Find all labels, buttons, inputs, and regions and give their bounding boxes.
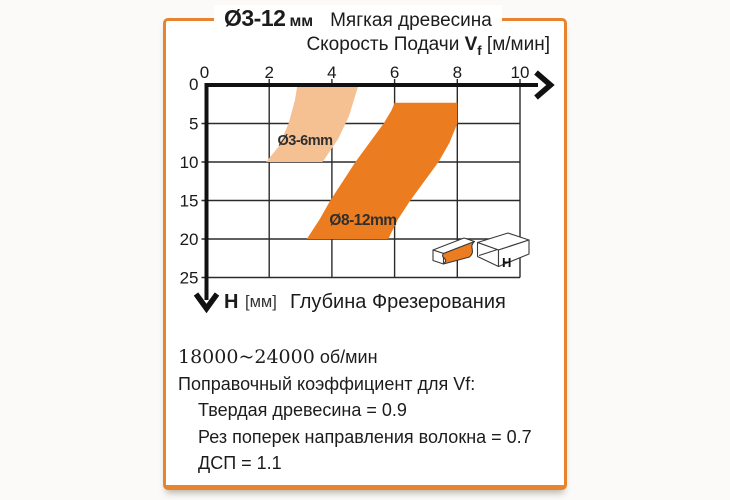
coefficient-line-chipboard: ДСП = 1.1 — [198, 453, 282, 473]
coefficient-line-hardwood: Твердая древесина = 0.9 — [198, 400, 407, 420]
y-tick-label: 20 — [180, 230, 199, 249]
x-axis-title-text: Скорость Подачи — [306, 34, 460, 55]
card-title: Ø3-12 мм Мягкая древесина — [214, 5, 502, 32]
y-tick-label: 5 — [189, 115, 198, 134]
y-tick-label: 15 — [180, 192, 199, 211]
cut-face — [442, 240, 476, 265]
y-axis-label: H [мм] Глубина Фрезерования — [224, 291, 506, 313]
h-symbol: H — [224, 291, 238, 313]
x-tick-label: 6 — [390, 63, 399, 82]
diameter-unit: мм — [289, 13, 314, 30]
band-3-6mm — [266, 85, 359, 162]
x-axis-unit: [м/мин] — [486, 34, 550, 55]
rpm-unit: об/мин — [319, 347, 378, 367]
notes-block: 18000~24000 об/мин Поправочный коэффицие… — [178, 344, 560, 477]
h-unit: [мм] — [245, 293, 277, 311]
y-axis — [193, 83, 220, 314]
y-tick-label: 0 — [189, 75, 198, 94]
coefficient-line-crossgrain: Рез поперек направления волокна = 0.7 — [198, 426, 532, 447]
x-tick-label: 10 — [511, 63, 530, 82]
x-axis — [204, 70, 555, 100]
x-tick-label: 0 — [200, 63, 209, 82]
spec-card: Ø3-12 мм Мягкая древесина Скорость Подач… — [163, 5, 567, 490]
band-label-8-12mm: Ø8-12mm — [329, 212, 396, 229]
x-tick-label: 4 — [327, 63, 336, 82]
x-tick-label: 2 — [264, 63, 273, 82]
x-axis-arrow-icon — [534, 70, 555, 100]
material-name: Мягкая древесина — [330, 10, 492, 31]
x-tick-labels: 0 2 4 6 8 10 — [200, 63, 530, 82]
y-tick-label: 25 — [180, 269, 199, 288]
band-label-3-6mm: Ø3-6mm — [277, 133, 332, 149]
band-8-12mm — [306, 102, 458, 239]
rpm-line: 18000~24000 об/мин — [178, 344, 560, 371]
diameter-range: Ø3-12 — [224, 5, 286, 31]
y-tick-label: 10 — [180, 153, 199, 172]
coefficient-header: Поправочный коэффициент для Vf: — [178, 373, 476, 394]
icon-h-label: H — [502, 255, 511, 270]
vf-symbol: Vf — [464, 34, 482, 58]
milled-workpiece-icon: H — [432, 232, 530, 270]
x-axis-title: Скорость Подачи Vf [м/мин] — [306, 34, 550, 58]
h-text: Глубина Фрезерования — [290, 291, 506, 313]
feed-depth-chart: Ø3-6mm Ø8-12mm 0 2 4 6 8 10 0 5 10 15 20… — [180, 63, 555, 314]
rpm-value: 18000~24000 — [178, 346, 315, 368]
y-axis-arrow-icon — [193, 292, 220, 314]
x-tick-label: 8 — [453, 63, 462, 82]
y-tick-labels: 0 5 10 15 20 25 — [180, 75, 199, 288]
